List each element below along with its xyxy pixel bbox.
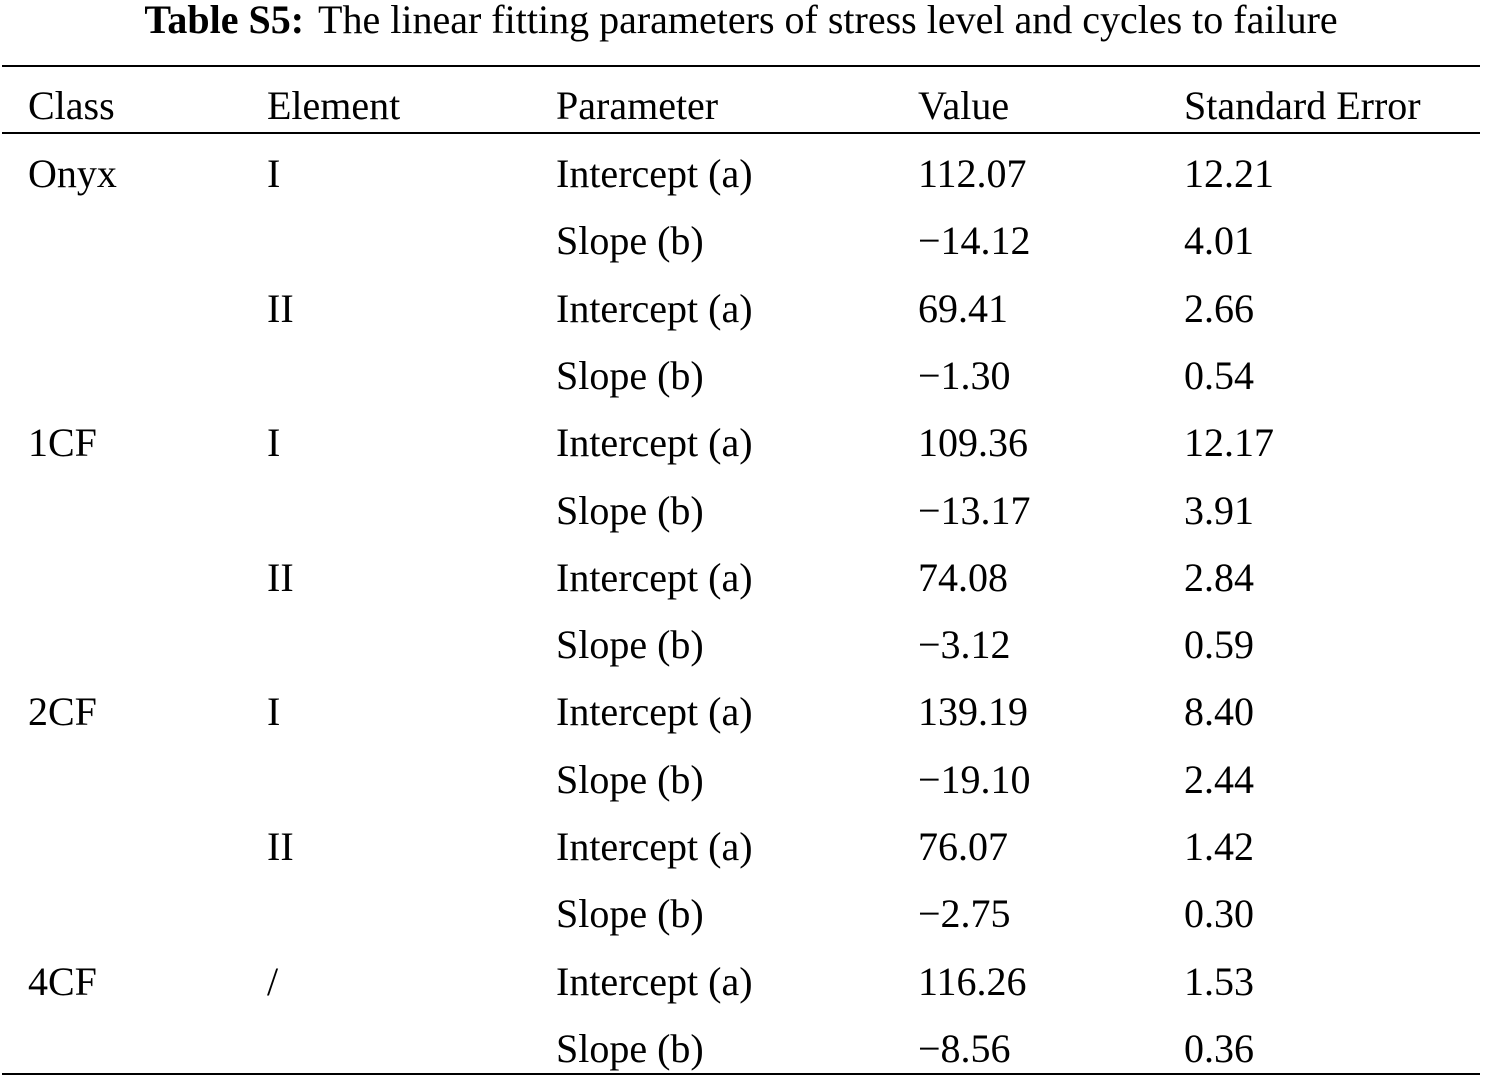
cell-element: I [267, 151, 281, 196]
cell-value: 74.08 [918, 554, 1008, 600]
cell-standard-error: 0.54 [1184, 352, 1254, 398]
table-row: II Intercept (a) 69.41 2.66 [0, 275, 1508, 342]
top-rule [2, 65, 1480, 67]
cell-value: 69.41 [918, 285, 1008, 331]
cell-value: −19.10 [918, 756, 1031, 802]
cell-value: −1.30 [918, 352, 1011, 398]
table-row: Slope (b) −19.10 2.44 [0, 746, 1508, 813]
cell-element: I [267, 689, 281, 735]
table-row: Slope (b) −1.30 0.54 [0, 342, 1508, 409]
cell-value: 139.19 [918, 689, 1028, 735]
cell-parameter: Intercept (a) [556, 824, 753, 869]
cell-value: −2.75 [918, 891, 1011, 937]
table-row: 4CF / Intercept (a) 116.26 1.53 [0, 948, 1508, 1015]
table-row: Slope (b) −14.12 4.01 [0, 207, 1508, 274]
cell-standard-error: 0.59 [1184, 622, 1254, 668]
cell-value: −13.17 [918, 487, 1031, 533]
header-parameter: Parameter [556, 83, 719, 128]
table-row: Onyx I Intercept (a) 112.07 12.21 [0, 140, 1508, 207]
table-row: II Intercept (a) 76.07 1.42 [0, 813, 1508, 880]
cell-element: I [267, 420, 281, 466]
cell-standard-error: 8.40 [1184, 689, 1254, 735]
cell-parameter: Slope (b) [556, 1025, 704, 1071]
table-row: 2CF I Intercept (a) 139.19 8.40 [0, 678, 1508, 745]
cell-element: II [267, 554, 294, 600]
cell-standard-error: 3.91 [1184, 487, 1254, 533]
cell-parameter: Intercept (a) [556, 958, 753, 1004]
cell-parameter: Slope (b) [556, 891, 704, 937]
cell-parameter: Intercept (a) [556, 554, 753, 600]
cell-value: −14.12 [918, 218, 1031, 264]
cell-class: 1CF [28, 420, 97, 466]
caption-text: The linear fitting parameters of stress … [318, 0, 1338, 42]
cell-standard-error: 1.42 [1184, 824, 1254, 869]
cell-class: 2CF [28, 689, 97, 735]
cell-value: 112.07 [918, 151, 1027, 196]
cell-standard-error: 2.66 [1184, 285, 1254, 331]
table-header-row: Class Element Parameter Value Standard E… [0, 72, 1508, 139]
bottom-rule [2, 1073, 1480, 1075]
cell-value: −8.56 [918, 1025, 1011, 1071]
table-caption: Table S5: The linear fitting parameters o… [0, 0, 1482, 44]
cell-parameter: Intercept (a) [556, 689, 753, 735]
cell-standard-error: 2.84 [1184, 554, 1254, 600]
table-row: Slope (b) −8.56 0.36 [0, 1015, 1508, 1082]
header-element: Element [267, 83, 401, 128]
cell-standard-error: 12.17 [1184, 420, 1274, 466]
cell-standard-error: 1.53 [1184, 958, 1254, 1004]
table-row: Slope (b) −13.17 3.91 [0, 477, 1508, 544]
caption-label: Table S5: [144, 0, 305, 42]
table-row: Slope (b) −3.12 0.59 [0, 611, 1508, 678]
table-row: Slope (b) −2.75 0.30 [0, 880, 1508, 947]
cell-parameter: Slope (b) [556, 218, 704, 264]
cell-standard-error: 12.21 [1184, 151, 1274, 196]
table-row: 1CF I Intercept (a) 109.36 12.17 [0, 409, 1508, 476]
cell-standard-error: 0.36 [1184, 1025, 1254, 1071]
cell-value: 116.26 [918, 958, 1027, 1004]
cell-element: / [267, 958, 279, 1004]
cell-parameter: Slope (b) [556, 352, 704, 398]
cell-parameter: Intercept (a) [556, 285, 753, 331]
cell-class: 4CF [28, 958, 97, 1004]
table-row: II Intercept (a) 74.08 2.84 [0, 544, 1508, 611]
cell-class: Onyx [28, 151, 117, 196]
cell-element: II [267, 824, 294, 869]
header-class: Class [28, 83, 115, 128]
cell-value: 76.07 [918, 824, 1008, 869]
cell-element: II [267, 285, 294, 331]
cell-standard-error: 4.01 [1184, 218, 1254, 264]
cell-standard-error: 0.30 [1184, 891, 1254, 937]
cell-value: 109.36 [918, 420, 1028, 466]
header-standard-error: Standard Error [1184, 83, 1421, 128]
cell-value: −3.12 [918, 622, 1011, 668]
header-rule [2, 132, 1480, 134]
cell-parameter: Intercept (a) [556, 420, 753, 466]
cell-standard-error: 2.44 [1184, 756, 1254, 802]
header-value: Value [918, 83, 1010, 128]
cell-parameter: Slope (b) [556, 756, 704, 802]
cell-parameter: Slope (b) [556, 622, 704, 668]
cell-parameter: Intercept (a) [556, 151, 753, 196]
cell-parameter: Slope (b) [556, 487, 704, 533]
